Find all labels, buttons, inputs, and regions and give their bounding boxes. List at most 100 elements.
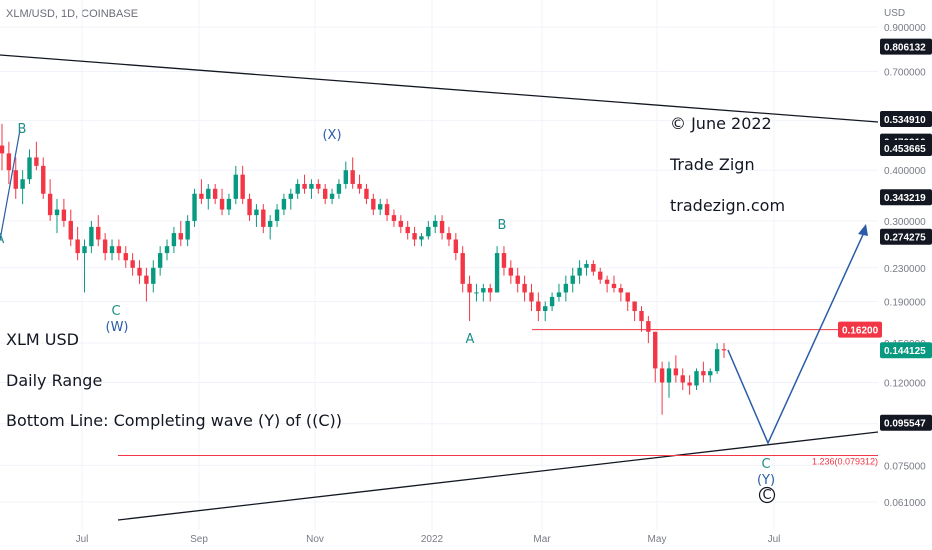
candle-body <box>219 198 225 210</box>
price-label-box <box>880 342 932 359</box>
candle-body <box>577 267 582 276</box>
candle-body <box>130 260 135 268</box>
candle-body <box>151 267 156 284</box>
candle-body <box>144 275 149 284</box>
candle-body <box>598 271 603 280</box>
candle-body <box>157 253 163 268</box>
candle-body <box>570 275 575 284</box>
candle-body <box>419 236 424 240</box>
candle-body <box>27 157 32 180</box>
candle-body <box>391 215 397 221</box>
candle-body <box>666 368 672 383</box>
y-tick-label: 0.230000 <box>884 264 926 275</box>
candle-body <box>618 288 624 293</box>
candle-body <box>96 226 101 240</box>
x-tick-label: May <box>648 534 667 545</box>
wave-label: (X) <box>322 128 341 143</box>
candle-body <box>0 145 5 154</box>
candle-body <box>123 253 128 261</box>
candle-body <box>109 246 115 254</box>
symbol-label: XLM/USD, 1D, COINBASE <box>6 8 139 20</box>
wave-label: B <box>18 122 27 137</box>
price-label: 0.16200 <box>842 326 879 337</box>
candle-body <box>687 382 692 386</box>
y-tick-label: 0.061000 <box>884 498 926 509</box>
candle-body <box>295 183 300 194</box>
candle-body <box>508 267 514 276</box>
candle-body <box>267 220 273 227</box>
wave-label: A <box>0 232 5 247</box>
wave-label: (Y) <box>757 473 775 488</box>
price-unit-label: USD <box>884 8 906 19</box>
candle-body <box>137 267 142 276</box>
price-label: 0.095547 <box>884 419 926 430</box>
candle-body <box>474 292 479 294</box>
candle-body <box>481 288 486 293</box>
candle-body <box>426 226 431 237</box>
candle-body <box>54 209 60 216</box>
wave-label: C <box>111 304 120 319</box>
candle-body <box>288 193 293 199</box>
candle-body <box>89 226 94 247</box>
candle-body <box>41 165 46 194</box>
x-tick-label: Mar <box>533 534 551 545</box>
price-label-box <box>880 414 932 431</box>
y-tick-label: 0.400000 <box>884 166 926 177</box>
wave-circle <box>758 486 776 504</box>
wave-label: (W) <box>106 320 129 335</box>
candle-body <box>639 311 644 322</box>
candle-body <box>336 183 342 194</box>
candle-body <box>316 183 321 189</box>
y-tick-label: 0.120000 <box>884 379 926 390</box>
candle-body <box>309 183 314 189</box>
wave-label: C <box>762 488 771 503</box>
candle-body <box>460 253 465 284</box>
candle-body <box>653 331 658 369</box>
candle-body <box>625 292 630 302</box>
price-label-box <box>880 228 932 245</box>
candle-body <box>261 209 266 227</box>
price-label: 0.343219 <box>884 193 926 204</box>
price-label-box <box>838 321 882 338</box>
candle-body <box>556 292 562 297</box>
x-tick-label: Jul <box>768 534 781 545</box>
candle-body <box>453 239 459 254</box>
candle-body <box>680 375 685 383</box>
candle-body <box>281 198 287 210</box>
candle-body <box>357 183 362 189</box>
candle-body <box>604 279 610 284</box>
upper-trendline <box>0 54 879 123</box>
candle-body <box>701 371 706 376</box>
candle-body <box>721 349 727 351</box>
candle-body <box>350 170 355 184</box>
range-text: Daily Range <box>6 371 103 390</box>
candle-body <box>384 204 390 216</box>
x-tick-label: Sep <box>190 534 208 545</box>
candle-body <box>34 157 39 166</box>
candle-body <box>164 246 170 254</box>
candle-body <box>501 253 507 268</box>
candle-body <box>302 183 307 189</box>
candle-body <box>611 283 617 289</box>
candle-body <box>433 220 438 227</box>
x-tick-label: 2022 <box>421 534 444 545</box>
wave-label: A <box>466 332 475 347</box>
candle-body <box>659 368 665 383</box>
candle-body <box>254 209 259 216</box>
candle-body <box>364 188 369 199</box>
candle-body <box>61 209 67 221</box>
candle-body <box>20 179 25 189</box>
candle-body <box>536 301 541 312</box>
candle-body <box>274 209 280 221</box>
price-label-box <box>880 110 932 127</box>
candle-body <box>68 220 73 240</box>
candle-body <box>47 193 53 216</box>
candle-body <box>6 153 12 171</box>
candle-body <box>206 188 211 199</box>
price-label: 0.534910 <box>884 115 926 126</box>
website-text: tradezign.com <box>670 196 786 215</box>
candle-body <box>226 198 232 210</box>
candle-body <box>377 204 383 210</box>
wave-label: C <box>761 457 770 472</box>
